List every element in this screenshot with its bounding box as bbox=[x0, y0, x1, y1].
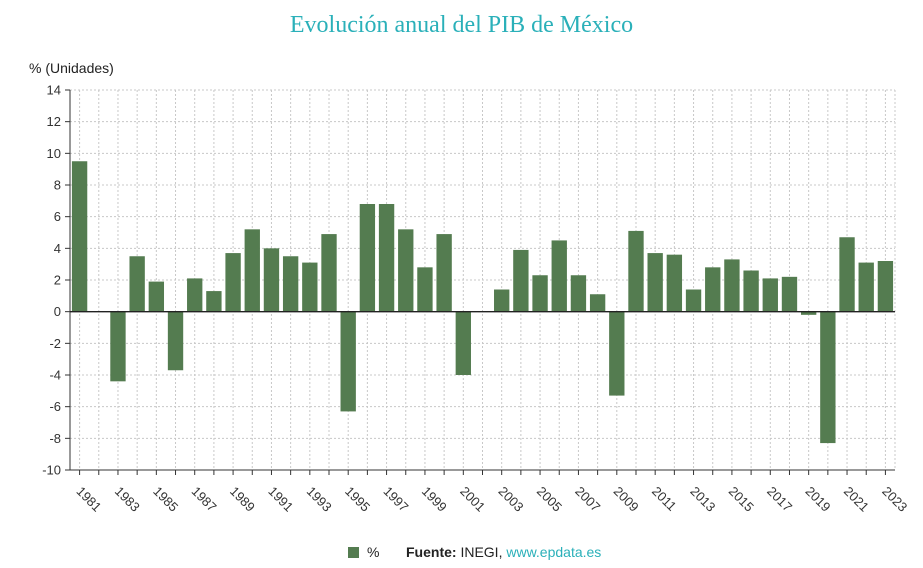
x-tick-label: 1995 bbox=[342, 484, 373, 515]
x-tick-label: 2015 bbox=[726, 484, 757, 515]
bar-2009 bbox=[609, 311, 625, 396]
source-text: INEGI, bbox=[456, 544, 507, 560]
bar-1995 bbox=[340, 311, 356, 412]
x-tick-label: 1993 bbox=[304, 484, 335, 515]
bar-1981 bbox=[71, 161, 88, 312]
bar-1983 bbox=[110, 311, 126, 382]
bar-2000 bbox=[436, 234, 452, 312]
source-note: Fuente: INEGI, www.epdata.es bbox=[406, 544, 601, 560]
x-tick-label: 2023 bbox=[879, 484, 910, 515]
y-tick-label: -10 bbox=[42, 463, 61, 478]
bar-1991 bbox=[263, 248, 280, 312]
bar-2018 bbox=[781, 276, 798, 312]
bar-2010 bbox=[628, 230, 644, 312]
x-tick-label: 2009 bbox=[611, 484, 642, 515]
x-tick-label: 1985 bbox=[150, 484, 181, 515]
y-tick-label: -2 bbox=[49, 336, 61, 351]
bar-1992 bbox=[282, 256, 299, 312]
legend: % bbox=[348, 544, 379, 560]
y-tick-label: 2 bbox=[54, 273, 61, 288]
bar-1986 bbox=[167, 311, 184, 371]
bar-2012 bbox=[666, 254, 683, 312]
bar-2006 bbox=[551, 240, 567, 312]
bar-1990 bbox=[244, 229, 260, 312]
bar-1988 bbox=[206, 291, 222, 312]
x-tick-label: 2001 bbox=[457, 484, 488, 515]
x-tick-label: 1981 bbox=[73, 484, 104, 515]
bar-2008 bbox=[589, 294, 606, 312]
bar-1989 bbox=[225, 253, 241, 312]
y-tick-label: 8 bbox=[54, 178, 61, 193]
source-link[interactable]: www.epdata.es bbox=[506, 544, 602, 560]
y-tick-label: 0 bbox=[54, 304, 61, 319]
bar-2015 bbox=[724, 259, 740, 312]
bar-2005 bbox=[532, 275, 548, 312]
bar-2007 bbox=[570, 275, 587, 312]
bar-2001 bbox=[455, 311, 471, 375]
bar-2016 bbox=[743, 270, 759, 312]
bar-1984 bbox=[129, 256, 145, 312]
legend-swatch bbox=[348, 546, 359, 558]
bar-1997 bbox=[378, 204, 395, 312]
x-tick-label: 1987 bbox=[189, 484, 220, 515]
bar-2003 bbox=[494, 289, 510, 312]
y-axis-label: % (Unidades) bbox=[29, 60, 114, 76]
y-tick-label: 14 bbox=[47, 83, 61, 98]
y-tick-label: -6 bbox=[49, 399, 61, 414]
x-tick-label: 2013 bbox=[687, 484, 718, 515]
x-tick-label: 1989 bbox=[227, 484, 258, 515]
x-tick-label: 1997 bbox=[380, 484, 411, 515]
bar-2004 bbox=[513, 249, 529, 312]
x-tick-label: 2021 bbox=[841, 484, 872, 515]
bar-2019 bbox=[800, 311, 817, 315]
bar-1993 bbox=[302, 262, 318, 312]
y-tick-label: 4 bbox=[54, 241, 61, 256]
bar-2022 bbox=[858, 262, 874, 312]
bar-1985 bbox=[148, 281, 165, 312]
y-tick-label: -4 bbox=[49, 368, 61, 383]
y-tick-label: 12 bbox=[47, 114, 61, 129]
bar-2014 bbox=[705, 267, 721, 312]
y-tick-label: 6 bbox=[54, 209, 61, 224]
x-tick-label: 1991 bbox=[265, 484, 296, 515]
source-label: Fuente: bbox=[406, 544, 457, 560]
bar-2021 bbox=[839, 237, 855, 312]
x-tick-label: 2007 bbox=[572, 484, 603, 515]
y-tick-label: 10 bbox=[47, 146, 61, 161]
chart-title: Evolución anual del PIB de México bbox=[289, 12, 634, 38]
bar-1996 bbox=[359, 204, 376, 312]
bar-1987 bbox=[187, 278, 203, 312]
x-tick-label: 2011 bbox=[649, 484, 679, 514]
bar-1994 bbox=[321, 234, 337, 312]
bar-1999 bbox=[417, 267, 433, 312]
bar-2011 bbox=[647, 253, 663, 312]
bar-1998 bbox=[398, 229, 414, 312]
x-tick-label: 2017 bbox=[764, 484, 795, 515]
legend-label: % bbox=[367, 544, 380, 560]
x-tick-label: 2005 bbox=[534, 484, 565, 515]
bar-2017 bbox=[762, 278, 778, 312]
bar-2023 bbox=[877, 261, 894, 312]
bar-2020 bbox=[820, 311, 836, 444]
x-tick-label: 1983 bbox=[112, 484, 143, 515]
x-tick-label: 1999 bbox=[419, 484, 450, 515]
y-tick-label: -8 bbox=[49, 431, 61, 446]
x-tick-label: 2003 bbox=[496, 484, 527, 515]
bar-2013 bbox=[685, 289, 702, 312]
x-tick-label: 2019 bbox=[803, 484, 834, 515]
